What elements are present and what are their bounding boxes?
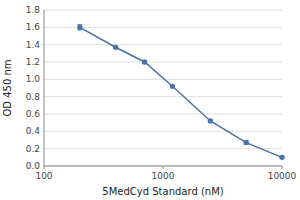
y-tick-label: 0.4 xyxy=(26,126,41,136)
data-point xyxy=(279,155,284,160)
grid-line xyxy=(44,114,282,115)
grid-line xyxy=(44,62,282,63)
y-tick-label: 1.0 xyxy=(26,74,41,84)
grid-line xyxy=(44,148,282,149)
axes: 0.0 0.2 0.4 0.6 0.8 1.0 1.2 1.4 1.6 1.8 100 1000 100… xyxy=(26,5,297,181)
data-point xyxy=(244,140,249,145)
grid-line xyxy=(44,166,282,167)
x-tick-label: 100 xyxy=(35,171,52,181)
grid-line xyxy=(44,131,282,132)
x-tick-label: 1000 xyxy=(152,171,175,181)
x-tick-label: 10000 xyxy=(268,171,297,181)
data-point xyxy=(113,45,118,50)
data-point xyxy=(208,118,213,123)
y-tick-label: 1.4 xyxy=(26,40,41,50)
data-point xyxy=(170,84,175,89)
error-bar xyxy=(244,141,249,144)
data-point xyxy=(142,59,147,64)
plot-area xyxy=(77,25,284,160)
data-line xyxy=(80,27,282,157)
data-point xyxy=(77,25,82,30)
error-bar xyxy=(77,25,82,30)
y-tick-label: 0.0 xyxy=(26,161,41,171)
error-bar xyxy=(142,60,147,63)
y-axis-label: OD 450 nm xyxy=(2,59,13,116)
y-tick-label: 0.6 xyxy=(26,109,41,119)
y-tick-label: 1.6 xyxy=(26,22,41,32)
grid-line xyxy=(44,96,282,97)
chart: 0.0 0.2 0.4 0.6 0.8 1.0 1.2 1.4 1.6 1.8 100 1000 100… xyxy=(0,0,300,200)
y-tick-label: 1.8 xyxy=(26,5,41,15)
y-tick-label: 1.2 xyxy=(26,57,40,67)
x-axis-line xyxy=(44,166,282,167)
y-axis-line xyxy=(44,10,45,166)
y-tick-label: 0.8 xyxy=(26,92,41,102)
y-tick-label: 0.2 xyxy=(26,144,40,154)
x-axis-label: 5MedCyd Standard (nM) xyxy=(102,186,223,197)
grid-line xyxy=(44,10,282,11)
grid-line xyxy=(44,44,282,45)
